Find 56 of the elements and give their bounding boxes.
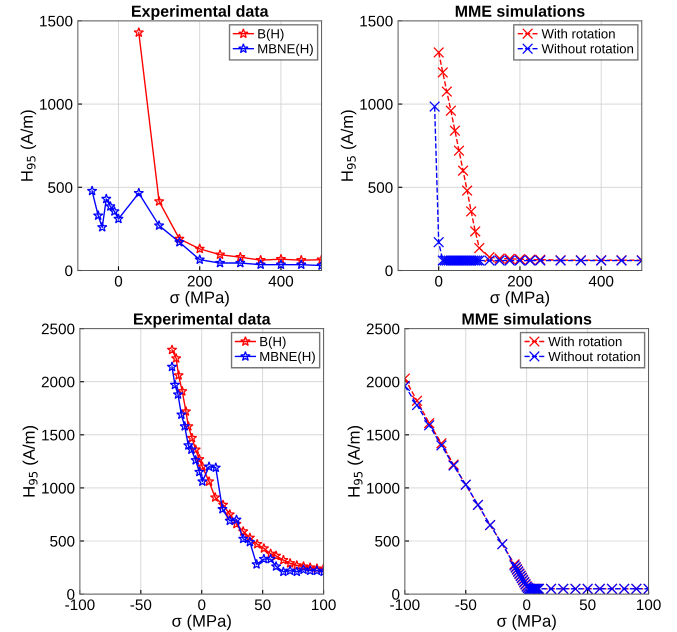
chart-title: Experimental data — [134, 312, 271, 328]
legend-label: With rotation — [548, 336, 622, 346]
y-tick-label: 2500 — [42, 324, 74, 334]
x-tick-label: 50 — [580, 599, 596, 610]
legend-label: MBNE(H) — [258, 44, 313, 56]
chart-title: MME simulations — [462, 312, 592, 325]
x-axis-title: σ (MPa) — [172, 614, 231, 630]
x-tick-label: 100 — [636, 599, 661, 610]
x-tick-label: -100 — [65, 599, 95, 610]
y-tick-label: 2500 — [366, 324, 400, 334]
y-tick-label: 0 — [67, 588, 74, 600]
chart-title: MME simulations — [456, 5, 585, 17]
x-tick-label: -50 — [455, 599, 476, 610]
x-tick-label: 100 — [312, 599, 336, 610]
x-axis-title: σ (MPa) — [490, 290, 550, 307]
x-tick-label: 0 — [523, 599, 530, 610]
x-tick-label: 0 — [435, 276, 442, 287]
y-tick-label: 1500 — [360, 16, 393, 27]
legend-label: With rotation — [542, 28, 615, 38]
x-axis-title: σ (MPa) — [497, 614, 556, 630]
y-tick-label: 1500 — [40, 16, 72, 27]
x-tick-label: 50 — [254, 599, 271, 610]
y-tick-label: 1000 — [40, 98, 72, 110]
x-axis-title: σ (MPa) — [170, 290, 229, 307]
legend-label: Without rotation — [548, 351, 640, 362]
y-tick-label: 1500 — [367, 430, 400, 440]
legend-label: B(H) — [260, 336, 286, 349]
y-tick-label: 1000 — [360, 98, 393, 110]
y-tick-label: 2000 — [366, 376, 400, 388]
x-tick-label: 200 — [188, 276, 212, 287]
y-tick-label: 0 — [65, 265, 72, 276]
x-tick-label: -100 — [390, 599, 420, 610]
y-tick-label: 1500 — [42, 430, 74, 440]
chart-title: Experimental data — [132, 5, 269, 20]
y-tick-label: 1000 — [367, 482, 400, 494]
x-tick-label: 400 — [268, 276, 294, 287]
x-tick-label: 400 — [588, 276, 614, 287]
y-axis-title: H$_{95}$ (A/m) — [20, 110, 36, 181]
y-tick-label: 500 — [368, 182, 393, 193]
legend-label: B(H) — [258, 28, 284, 42]
y-tick-label: 500 — [50, 536, 74, 547]
y-tick-label: 1000 — [42, 482, 74, 494]
y-tick-label: 500 — [48, 182, 72, 193]
y-axis-title: H$_{95}$ (A/m) — [340, 110, 356, 181]
y-axis-title: H$_{95}$ (A/m) — [22, 426, 38, 496]
x-tick-label: -50 — [130, 599, 152, 610]
y-tick-label: 0 — [385, 265, 393, 276]
x-tick-label: 0 — [114, 276, 122, 287]
legend-label: Without rotation — [542, 44, 634, 54]
x-tick-label: 0 — [198, 599, 206, 610]
y-tick-label: 0 — [392, 588, 400, 600]
y-axis-title: H$_{95}$ (A/m) — [348, 426, 364, 496]
legend-label: MBNE(H) — [260, 351, 315, 364]
y-tick-label: 2000 — [42, 376, 74, 388]
x-tick-label: 200 — [508, 276, 532, 287]
y-tick-label: 500 — [375, 536, 400, 547]
